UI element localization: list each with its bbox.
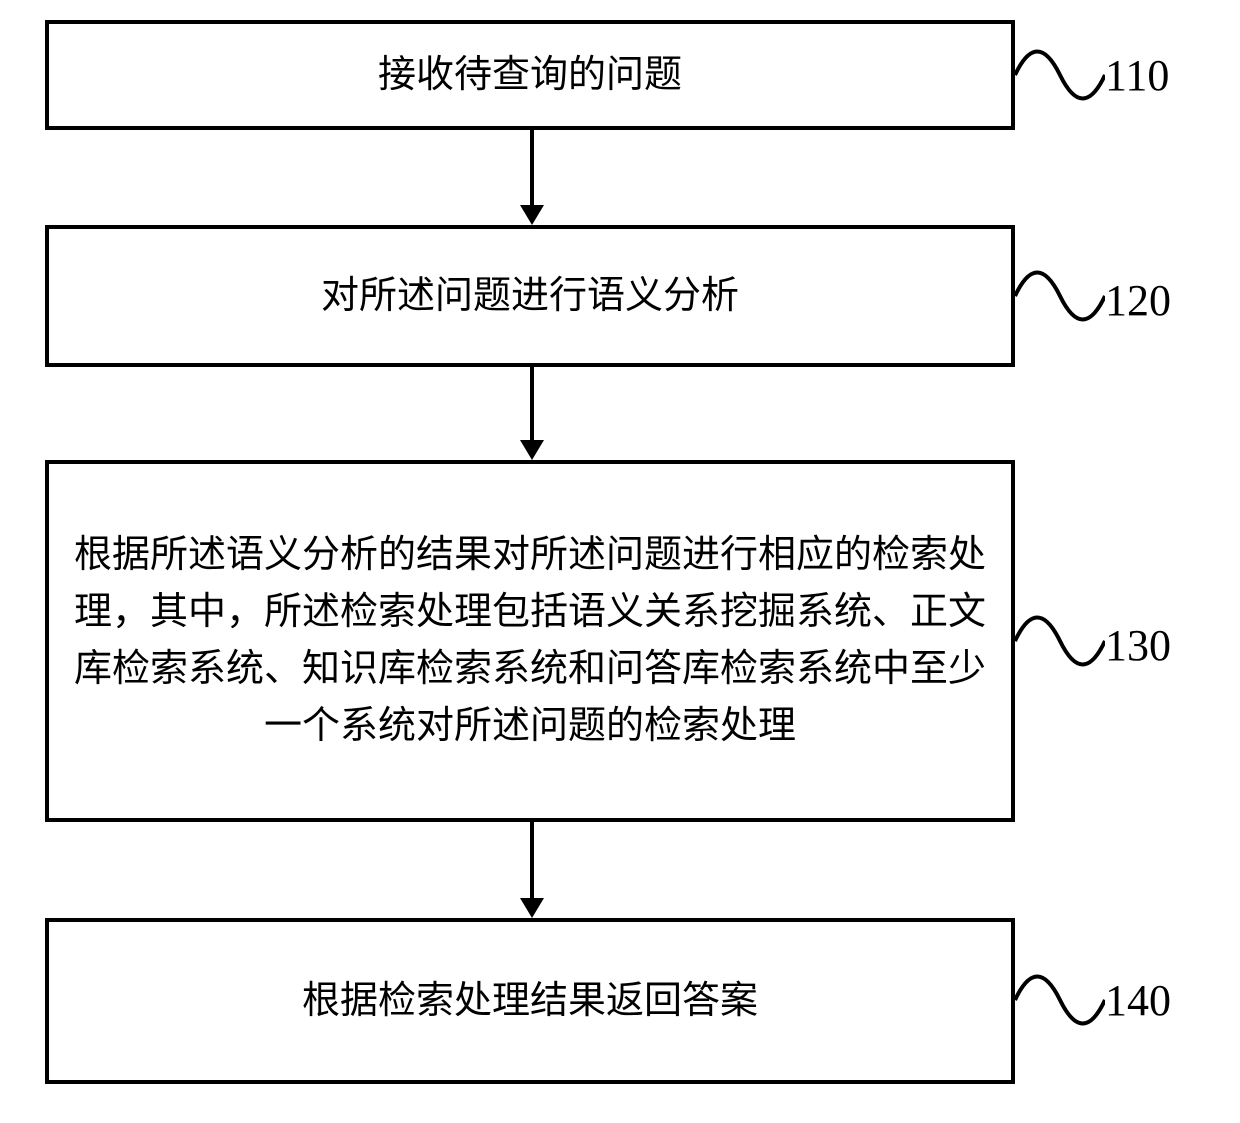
step-label-140: 140 [1105,975,1171,1026]
arrow-connector [530,822,534,918]
flow-box-semantic-analysis: 对所述问题进行语义分析 [45,225,1015,367]
box-text: 根据检索处理结果返回答案 [302,973,758,1030]
box-text: 根据所述语义分析的结果对所述问题进行相应的检索处理，其中，所述检索处理包括语义关… [74,527,986,755]
box-text: 接收待查询的问题 [378,47,682,104]
flow-box-receive-query: 接收待查询的问题 [45,20,1015,130]
flow-box-retrieval-processing: 根据所述语义分析的结果对所述问题进行相应的检索处理，其中，所述检索处理包括语义关… [45,460,1015,822]
curve-connector-icon [1015,606,1105,676]
flow-box-return-answer: 根据检索处理结果返回答案 [45,918,1015,1084]
curve-connector-icon [1015,40,1105,110]
step-label-130: 130 [1105,620,1171,671]
arrow-connector [530,130,534,225]
curve-connector-icon [1015,261,1105,331]
step-label-110: 110 [1105,50,1169,101]
box-text: 对所述问题进行语义分析 [321,268,739,325]
curve-connector-icon [1015,965,1105,1035]
arrow-connector [530,367,534,460]
flowchart-container: 接收待查询的问题 110 对所述问题进行语义分析 120 根据所述语义分析的结果… [0,0,1240,1123]
step-label-120: 120 [1105,275,1171,326]
